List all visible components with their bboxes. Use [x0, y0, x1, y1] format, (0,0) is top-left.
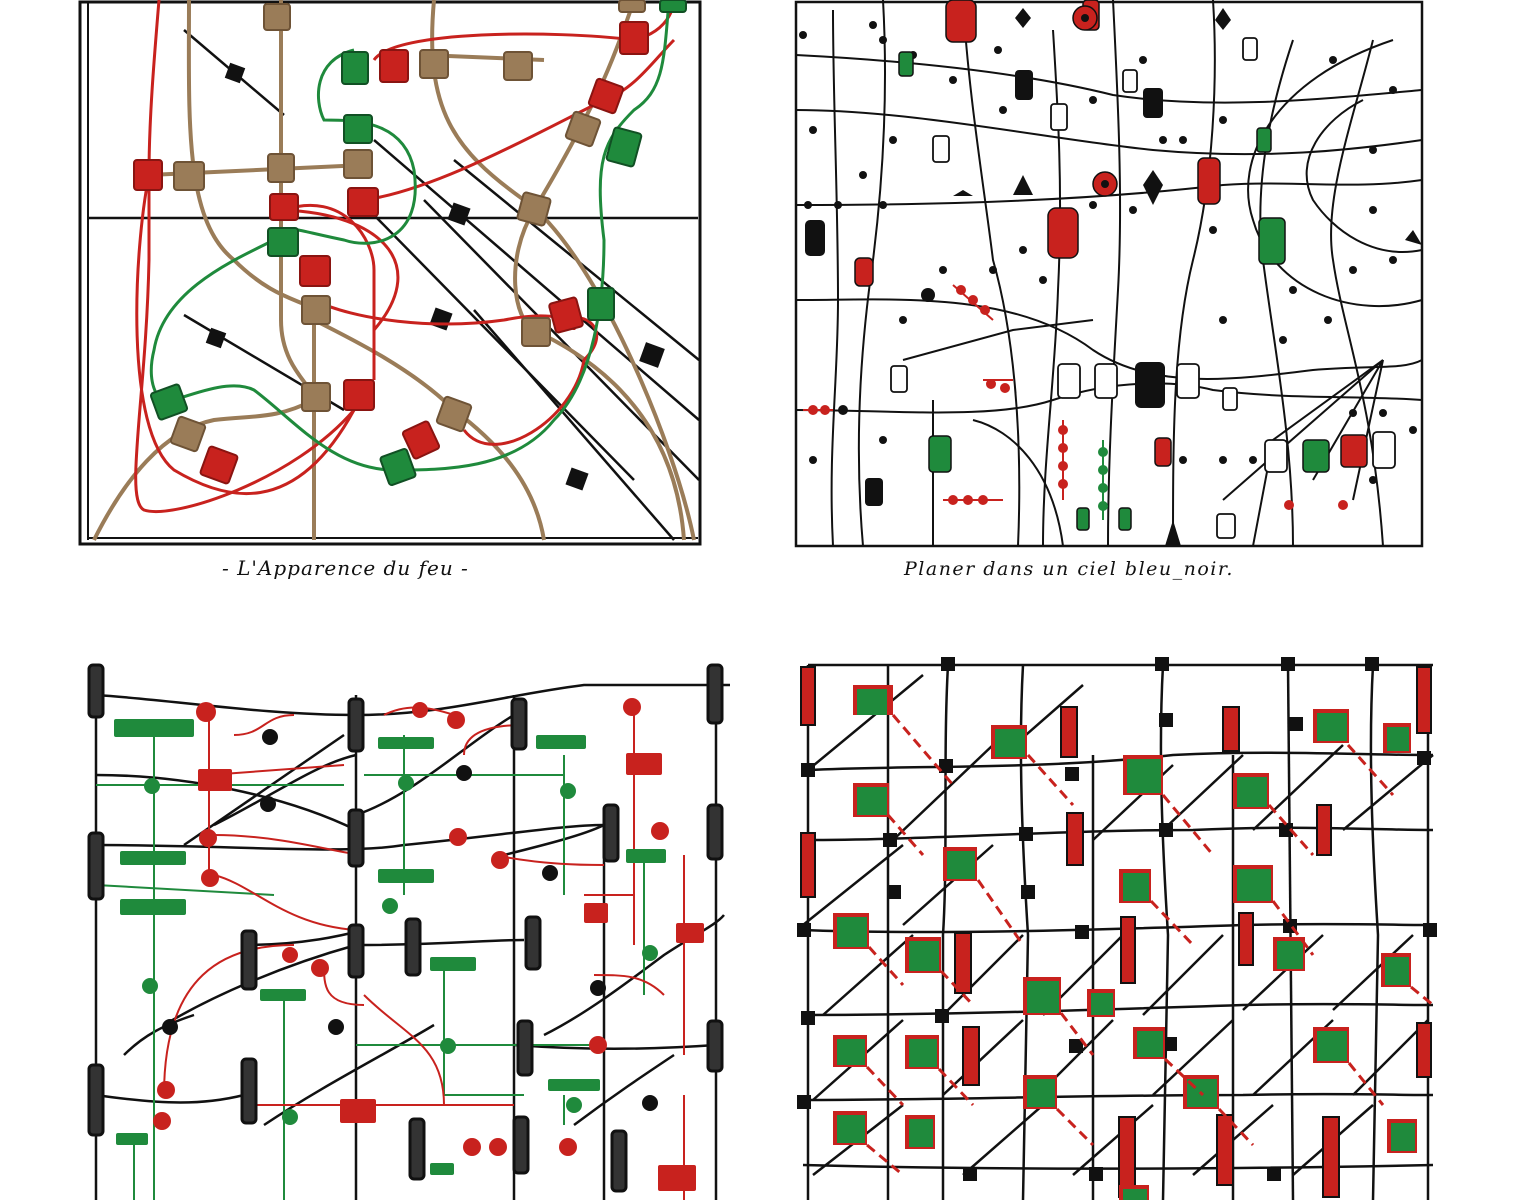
drawing-apparence-du-feu — [74, 0, 704, 552]
drawing-grid-red-green — [793, 655, 1443, 1200]
drawing-3-artwork — [87, 663, 730, 1200]
drawing-planer-dans-un-ciel — [793, 0, 1425, 550]
drawing-circuit-red-green — [84, 655, 730, 1200]
drawing-2-artwork — [794, 0, 1424, 548]
drawing-4-artwork — [797, 657, 1437, 1200]
drawing-1-caption: - L'Apparence du feu - — [222, 556, 469, 580]
drawing-1-artwork — [78, 0, 702, 546]
drawing-2-caption: Planer dans un ciel bleu_noir. — [904, 558, 1234, 580]
